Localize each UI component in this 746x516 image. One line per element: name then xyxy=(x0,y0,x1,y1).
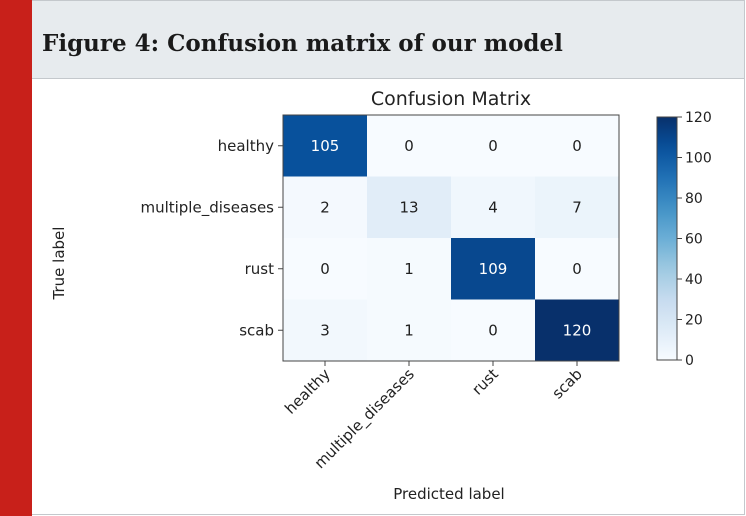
heatmap-cell xyxy=(367,299,451,361)
heatmap-cell xyxy=(451,176,535,238)
colorbar-tick-label: 20 xyxy=(685,313,703,329)
colorbar-tick-label: 0 xyxy=(685,353,694,369)
heatmap-cell xyxy=(451,238,535,300)
heatmap-cell xyxy=(535,299,619,361)
y-tick-label: healthy xyxy=(218,137,274,155)
x-tick-label: healthy xyxy=(281,365,334,418)
chart-title: Confusion Matrix xyxy=(371,88,531,110)
accent-bar xyxy=(0,0,32,516)
cell-value-label: 13 xyxy=(399,198,418,216)
x-axis-label: Predicted label xyxy=(393,485,504,503)
heatmap-cell xyxy=(367,115,451,177)
y-tick-label: scab xyxy=(239,321,274,339)
y-tick-label: multiple_diseases xyxy=(140,198,274,217)
confusion-matrix-chart: Confusion Matrix 105 0 0 0 2 13 4 7 0 1 109 0 3 1 0 120 h… xyxy=(50,88,712,503)
heatmap-cell xyxy=(367,176,451,238)
cell-value-label: 0 xyxy=(320,260,330,278)
matrix-border xyxy=(282,114,620,362)
heatmap-cell xyxy=(451,115,535,177)
cell-value-label: 0 xyxy=(404,137,414,155)
colorbar-tick-label: 40 xyxy=(685,272,703,288)
cell-value-label: 109 xyxy=(479,260,508,278)
cell-value-label: 3 xyxy=(320,321,330,339)
caption-band: Figure 4: Confusion matrix of our model xyxy=(32,1,744,79)
colorbar xyxy=(656,116,678,361)
heatmap-cell xyxy=(451,299,535,361)
colorbar-tick-label: 80 xyxy=(685,191,703,207)
cell-value-label: 0 xyxy=(488,321,498,339)
cell-value-label: 1 xyxy=(404,321,414,339)
x-tick-label: rust xyxy=(468,365,502,399)
cell-value-label: 4 xyxy=(488,198,498,216)
figure-caption: Figure 4: Confusion matrix of our model xyxy=(42,30,563,57)
colorbar-tick-label: 60 xyxy=(685,232,703,248)
cell-value-label: 120 xyxy=(563,321,592,339)
colorbar-tick-label: 120 xyxy=(685,110,712,126)
heatmap-cell xyxy=(283,238,367,300)
colorbar-tick-label: 100 xyxy=(685,151,712,167)
heatmap-cell xyxy=(535,115,619,177)
figure-frame: Figure 4: Confusion matrix of our model xyxy=(32,0,745,515)
heatmap-cell xyxy=(535,238,619,300)
heatmap-cell xyxy=(283,176,367,238)
cell-value-label: 1 xyxy=(404,260,414,278)
heatmap-cell xyxy=(283,299,367,361)
cell-value-label: 0 xyxy=(572,137,582,155)
cell-value-label: 105 xyxy=(311,137,340,155)
x-tick-label: scab xyxy=(549,365,586,402)
y-axis-label: True label xyxy=(50,227,68,301)
cell-value-label: 2 xyxy=(320,198,330,216)
cell-value-label: 7 xyxy=(572,198,582,216)
heatmap-cell xyxy=(367,238,451,300)
heatmap-cell xyxy=(283,115,367,177)
heatmap-cell xyxy=(535,176,619,238)
y-tick-label: rust xyxy=(245,260,274,278)
cell-value-label: 0 xyxy=(488,137,498,155)
cell-value-label: 0 xyxy=(572,260,582,278)
